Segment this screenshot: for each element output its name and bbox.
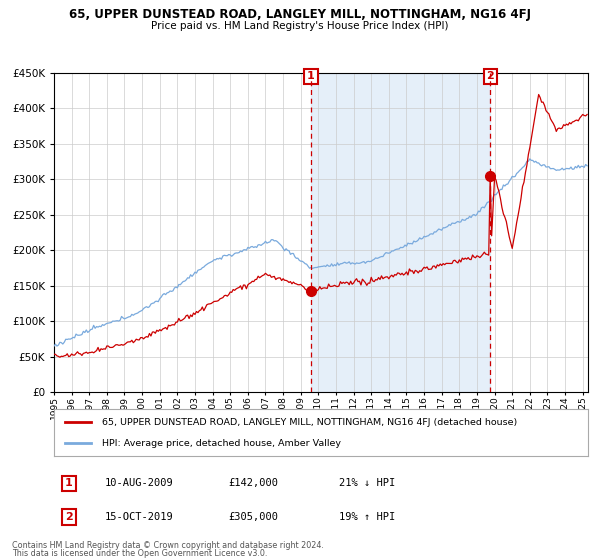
Bar [311,73,490,392]
Text: 65, UPPER DUNSTEAD ROAD, LANGLEY MILL, NOTTINGHAM, NG16 4FJ (detached house): 65, UPPER DUNSTEAD ROAD, LANGLEY MILL, N… [102,418,517,427]
Text: 2: 2 [487,71,494,81]
Text: 21% ↓ HPI: 21% ↓ HPI [339,478,395,488]
Text: 19% ↑ HPI: 19% ↑ HPI [339,512,395,522]
Text: HPI: Average price, detached house, Amber Valley: HPI: Average price, detached house, Ambe… [102,438,341,447]
Text: Contains HM Land Registry data © Crown copyright and database right 2024.: Contains HM Land Registry data © Crown c… [12,541,324,550]
Text: £142,000: £142,000 [228,478,278,488]
Text: 15-OCT-2019: 15-OCT-2019 [105,512,174,522]
Text: 65, UPPER DUNSTEAD ROAD, LANGLEY MILL, NOTTINGHAM, NG16 4FJ: 65, UPPER DUNSTEAD ROAD, LANGLEY MILL, N… [69,8,531,21]
Text: This data is licensed under the Open Government Licence v3.0.: This data is licensed under the Open Gov… [12,549,268,558]
Text: Price paid vs. HM Land Registry's House Price Index (HPI): Price paid vs. HM Land Registry's House … [151,21,449,31]
Text: £305,000: £305,000 [228,512,278,522]
Text: 2: 2 [65,512,73,522]
Text: 1: 1 [65,478,73,488]
Text: 1: 1 [307,71,315,81]
Text: 10-AUG-2009: 10-AUG-2009 [105,478,174,488]
